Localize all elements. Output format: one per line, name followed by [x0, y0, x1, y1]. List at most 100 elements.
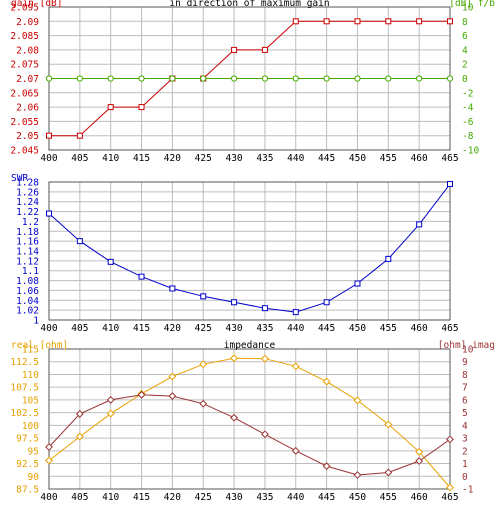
x-tick-label: 430	[225, 492, 242, 500]
data-point	[322, 462, 331, 470]
x-tick-label: 405	[71, 153, 88, 164]
data-point	[107, 75, 114, 82]
x-tick-label: 450	[349, 153, 366, 164]
y-left-tick-label: 1.2	[22, 217, 39, 228]
y-right-tick-label: 9	[462, 357, 468, 368]
x-tick-label: 435	[256, 153, 273, 164]
data-point	[415, 447, 424, 456]
data-point	[46, 210, 52, 217]
data-point	[353, 471, 362, 479]
x-tick-label: 435	[256, 492, 273, 500]
y-right-tick-label: -1	[462, 485, 474, 496]
y-left-tick-label: 1.18	[16, 227, 39, 238]
x-tick-label: 400	[40, 323, 57, 334]
chart-title: in direction of maximum gain	[169, 0, 329, 9]
data-point	[261, 430, 269, 439]
data-point	[292, 309, 299, 316]
data-point	[76, 75, 83, 82]
x-tick-label: 465	[441, 153, 458, 164]
y-right-tick-label: 2	[462, 446, 468, 457]
left-axis-label: gain [dB]	[11, 0, 62, 9]
x-tick-label: 420	[164, 492, 181, 500]
chart-panel-1: 400 405 410 415 420 425 430 435 440 445 450 455 460 4…	[10, 0, 495, 164]
y-left-tick-label: 1.14	[16, 247, 39, 258]
y-left-tick-label: 87.5	[16, 485, 39, 496]
y-left-tick-label: 1.1	[22, 266, 39, 277]
x-tick-label: 445	[318, 323, 335, 334]
x-tick-label: 435	[256, 323, 273, 334]
x-tick-label: 425	[195, 153, 212, 164]
data-point	[416, 18, 423, 25]
data-point	[75, 410, 84, 418]
y-left-tick-label: 1.12	[16, 256, 39, 267]
x-tick-label: 465	[441, 492, 458, 500]
x-tick-label: 445	[318, 153, 335, 164]
right-axis-label: [dB] f/b	[449, 0, 495, 9]
y-left-tick-label: 110	[22, 370, 39, 381]
y-left-tick-label: 2.08	[16, 45, 39, 56]
x-tick-label: 430	[225, 323, 242, 334]
x-tick-label: 440	[287, 153, 304, 164]
y-left-tick-label: 2.085	[10, 31, 39, 42]
x-tick-label: 450	[349, 492, 366, 500]
data-point	[384, 468, 393, 477]
y-left-tick-label: 102.5	[10, 408, 39, 419]
y-left-tick-label: 97.5	[16, 434, 39, 445]
y-right-tick-label: 4	[462, 45, 468, 56]
data-point	[45, 75, 53, 82]
y-right-tick-label: -8	[462, 131, 474, 142]
data-point	[354, 18, 361, 25]
data-point	[200, 75, 207, 82]
x-tick-label: 415	[133, 492, 150, 500]
y-left-tick-label: 112.5	[10, 357, 39, 368]
x-tick-label: 445	[318, 492, 335, 500]
data-point	[416, 221, 423, 228]
data-point	[75, 432, 84, 441]
data-point	[291, 362, 300, 371]
y-right-tick-label: 8	[462, 17, 468, 28]
y-right-tick-label: -4	[462, 103, 474, 114]
plot-area	[49, 349, 450, 489]
x-tick-label: 455	[380, 323, 397, 334]
x-tick-label: 425	[195, 492, 212, 500]
data-point	[354, 75, 361, 82]
data-point	[291, 446, 300, 455]
y-left-tick-label: 1.02	[16, 306, 39, 317]
y-left-tick-label: 2.06	[16, 103, 39, 114]
data-point	[447, 18, 453, 25]
y-right-tick-label: 5	[462, 408, 468, 419]
x-tick-label: 400	[40, 153, 57, 164]
x-tick-label: 415	[133, 323, 150, 334]
data-point	[261, 75, 269, 82]
y-left-tick-label: 2.065	[10, 88, 39, 99]
y-left-tick-label: 107.5	[10, 383, 39, 394]
x-tick-label: 460	[411, 323, 428, 334]
y-right-tick-label: 0	[462, 74, 468, 85]
data-point	[231, 46, 238, 53]
data-point	[416, 75, 423, 82]
data-point	[353, 396, 362, 405]
data-point	[292, 75, 299, 82]
data-point	[322, 377, 331, 386]
data-point	[415, 457, 424, 465]
y-right-tick-label: 10	[462, 345, 474, 356]
y-right-tick-label: -2	[462, 88, 473, 99]
x-tick-label: 415	[133, 153, 150, 164]
y-left-tick-label: 95	[28, 446, 39, 457]
left-axis-label: real [ohm]	[11, 340, 68, 351]
plot-frame	[48, 348, 451, 490]
data-point	[385, 255, 392, 262]
data-point	[261, 354, 269, 363]
y-right-tick-label: 6	[462, 395, 468, 406]
y-left-tick-label: 2.07	[16, 74, 39, 85]
y-right-tick-label: 6	[462, 31, 468, 42]
data-point	[384, 420, 393, 429]
y-left-tick-label: 100	[22, 421, 39, 432]
data-point	[292, 18, 299, 25]
x-tick-label: 405	[71, 323, 88, 334]
x-tick-label: 410	[102, 323, 119, 334]
data-point	[76, 132, 83, 139]
x-tick-label: 430	[225, 153, 242, 164]
y-right-tick-label: 1	[462, 459, 468, 470]
